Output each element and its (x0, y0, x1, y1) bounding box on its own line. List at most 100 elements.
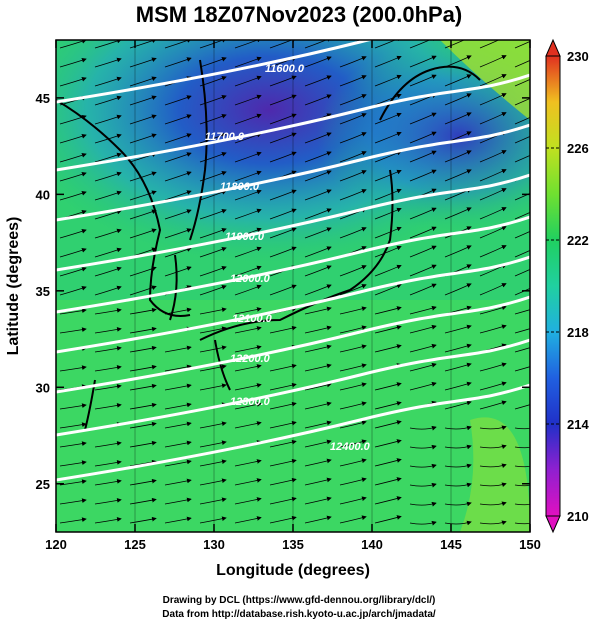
wind-streamline (339, 56, 367, 68)
wind-streamline (199, 209, 227, 220)
wind-streamline (234, 246, 262, 258)
wind-streamline (164, 133, 192, 144)
wind-streamline (164, 402, 192, 410)
wind-streamline (514, 503, 530, 506)
wind-streamline (59, 308, 87, 315)
wind-streamline (374, 477, 402, 486)
wind-streamline (479, 112, 507, 125)
wind-streamline (339, 265, 367, 277)
wind-streamline (269, 382, 297, 391)
wind-streamline (269, 208, 297, 220)
wind-streamline (94, 171, 122, 182)
wind-streamline (129, 345, 157, 353)
y-axis-ticks: 25 30 35 40 45 (36, 91, 530, 492)
wind-streamline (199, 345, 227, 353)
wind-streamline (199, 247, 227, 258)
wind-streamline (374, 207, 402, 220)
wind-streamline (304, 56, 332, 68)
wind-streamline (129, 171, 157, 182)
wind-streamline (444, 93, 472, 106)
wind-streamline (164, 421, 192, 429)
wind-streamline (94, 76, 122, 87)
wind-streamline (129, 95, 157, 106)
wind-streamline (479, 207, 507, 220)
wind-streamline (479, 169, 507, 182)
wind-streamline (514, 269, 530, 277)
wind-streamline (409, 169, 437, 182)
contour-label: 11900.0 (225, 231, 265, 243)
wind-streamline (269, 325, 297, 334)
wind-streamline (59, 152, 87, 163)
wind-streamline (59, 266, 87, 277)
wind-streamline (269, 458, 297, 467)
wind-streamline (269, 151, 297, 163)
x-tick-label: 150 (519, 537, 541, 552)
wind-streamline (514, 366, 530, 372)
wind-streamline (59, 498, 87, 505)
wind-streamline (234, 345, 262, 353)
wind-streamline (234, 497, 262, 505)
wind-streamline (374, 344, 402, 353)
wind-streamline (409, 207, 437, 220)
contour-line (56, 173, 530, 272)
wind-streamline (409, 324, 437, 334)
x-tick-label: 145 (440, 537, 462, 552)
y-tick-label: 30 (36, 380, 50, 395)
wind-streamline (199, 285, 227, 296)
wind-streamline (514, 60, 530, 68)
plot-area: 11600.0 11700.0 11800.0 11900.0 12000.0 12100… (56, 40, 530, 532)
wind-streamline (374, 283, 402, 296)
wind-streamline (94, 441, 122, 448)
wind-streamline (59, 422, 87, 429)
wind-streamline (374, 496, 402, 505)
wind-streamline (409, 112, 437, 125)
wind-streamline (59, 133, 87, 144)
wind-streamline (234, 151, 262, 163)
wind-streamline (94, 266, 122, 277)
wind-streamline (234, 170, 262, 182)
wind-streamline (199, 266, 227, 277)
wind-streamline (164, 152, 192, 163)
wind-streamline (304, 189, 332, 201)
wind-streamline (304, 265, 332, 277)
wind-streamline (269, 246, 297, 258)
wind-streamline (234, 364, 262, 372)
colorbar-tick-label: 218 (567, 325, 589, 340)
wind-streamline (234, 56, 262, 68)
wind-streamline (234, 40, 262, 49)
wind-streamline (164, 40, 192, 49)
contour-line (56, 295, 530, 394)
wind-streamline (94, 57, 122, 68)
wind-streamline (129, 266, 157, 277)
wind-streamline (234, 459, 262, 467)
wind-streamline (339, 170, 367, 182)
contour-label: 11800.0 (220, 181, 260, 193)
wind-streamline (129, 421, 157, 429)
wind-streamline (269, 420, 297, 429)
wind-streamline (444, 444, 472, 450)
wind-streamline (234, 402, 262, 410)
wind-streamline (479, 362, 507, 372)
wind-streamline (339, 306, 367, 315)
wind-streamline (409, 362, 437, 372)
wind-streamline (339, 477, 367, 486)
contour-line (56, 123, 530, 222)
wind-streamline (479, 74, 507, 87)
wind-streamline (164, 364, 192, 372)
wind-streamline (199, 516, 227, 524)
wind-streamline (59, 365, 87, 372)
wind-streamline (59, 76, 87, 87)
wind-streamline (129, 209, 157, 220)
wind-streamline (94, 152, 122, 163)
wind-streamline (479, 501, 507, 507)
x-tick-label: 140 (361, 537, 383, 552)
wind-streamline (199, 95, 227, 106)
contour-line (56, 338, 530, 437)
wind-streamline (59, 228, 87, 239)
wind-streamline (409, 482, 437, 488)
wind-streamline (304, 458, 332, 467)
wind-streamline (479, 188, 507, 201)
colorbar-tick-label: 230 (567, 49, 589, 64)
wind-streamline (164, 247, 192, 258)
wind-streamline (339, 132, 367, 144)
